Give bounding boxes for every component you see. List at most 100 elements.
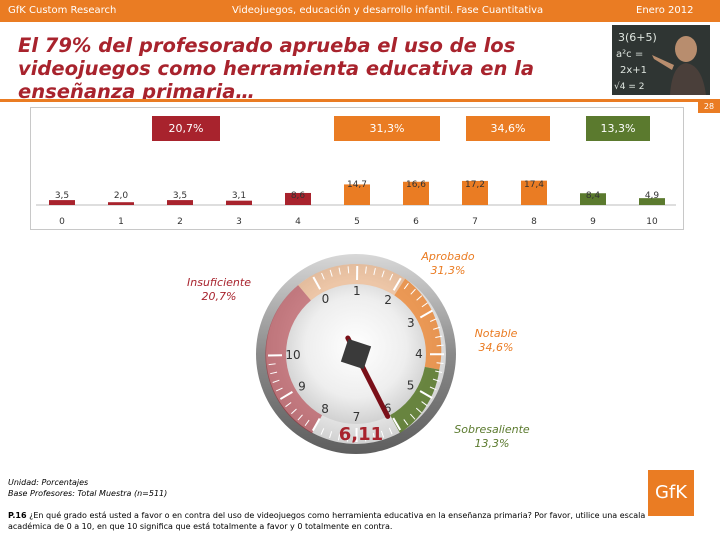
gauge-tick [388, 427, 393, 435]
bar-category-label: 1 [118, 217, 124, 227]
gauge-tick [311, 417, 321, 432]
gauge-tick [338, 267, 341, 275]
bar-0 [49, 200, 75, 205]
gauge-number: 7 [353, 410, 361, 424]
gauge-tick [337, 433, 341, 441]
gauge-tick [436, 362, 444, 364]
question-body: ¿En qué grado está usted a favor o en co… [8, 511, 646, 531]
footnote-unit: Unidad: Porcentajes [8, 478, 89, 487]
chip-insuficiente: 20,7% [152, 116, 220, 141]
svg-text:2x+1: 2x+1 [620, 65, 647, 76]
report-subtitle: Videojuegos, educación y desarrollo infa… [232, 5, 544, 16]
bar-1 [108, 202, 134, 205]
bar-5 [344, 184, 370, 205]
gauge-tick [268, 363, 276, 366]
bar-value-label: 16,6 [406, 180, 426, 190]
bar-category-label: 4 [295, 217, 301, 227]
label-insuficiente: Insuficiente 20,7% [176, 276, 262, 304]
bar-chart: 3,5 0 2,0 1 3,5 2 3,1 3 8,6 4 14,7 5 16,6 6 17,2 7 17,4 8… [36, 180, 676, 227]
bar-value-label: 8,4 [586, 191, 601, 201]
gauge-tick [403, 283, 409, 290]
gauge-tick [415, 407, 422, 414]
question-label: P.16 [8, 511, 27, 520]
bar-category-label: 5 [354, 217, 360, 227]
gauge-tick [321, 272, 325, 280]
gauge-tick [419, 390, 433, 399]
bar-category-label: 9 [590, 217, 596, 227]
svg-text:3(6+5): 3(6+5) [618, 31, 657, 44]
bar-category-label: 0 [59, 217, 65, 227]
gauge-tick [312, 276, 321, 290]
gauge-tick [372, 433, 376, 441]
gauge-tick [347, 266, 350, 274]
bar-value-label: 3,5 [173, 191, 187, 201]
bar-chart-box [30, 107, 684, 230]
svg-text:a²c =: a²c = [616, 49, 643, 60]
gauge-value: 6,11 [338, 424, 384, 445]
bar-category-label: 6 [413, 217, 419, 227]
bar-value-label: 3,1 [232, 191, 246, 201]
gauge-tick [416, 295, 423, 301]
gauge-tick [421, 302, 428, 308]
gauge-tick [419, 309, 434, 319]
bar-value-label: 17,2 [465, 180, 485, 190]
gauge-tick [403, 419, 409, 426]
gauge-tick [421, 401, 428, 407]
gauge-tick [392, 417, 402, 431]
gauge-tick [373, 268, 376, 276]
company-name: GfK Custom Research [8, 5, 117, 16]
gauge-number: 8 [321, 402, 329, 416]
gauge-tick [430, 318, 437, 322]
gauge-needle-hub [340, 338, 372, 370]
gauge-tick [279, 391, 293, 400]
label-aprobado-pct: 31,3% [430, 264, 466, 277]
label-sobresaliente-pct: 13,3% [474, 437, 510, 450]
bar-3 [226, 200, 252, 205]
label-notable: Notable 34,6% [460, 327, 532, 355]
gauge-tick [435, 370, 443, 373]
bar-category-label: 8 [531, 217, 537, 227]
gauge-tick [320, 428, 325, 435]
gauge-tick [429, 386, 437, 391]
report-date: Enero 2012 [636, 5, 694, 16]
gauge-tick [329, 269, 333, 277]
label-insuficiente-text: Insuficiente [187, 276, 251, 289]
gauge-tick [409, 413, 416, 420]
page-title: El 79% del profesorado aprueba el uso de… [18, 34, 535, 103]
gauge-tick [435, 335, 443, 339]
gauge-tick [436, 344, 444, 347]
bar-value-label: 14,7 [347, 180, 367, 190]
gauge-tick [410, 288, 416, 295]
bar-9 [580, 193, 606, 205]
gauge-number: 2 [384, 293, 392, 307]
gauge-tick [364, 434, 367, 442]
label-insuficiente-pct: 20,7% [201, 290, 237, 303]
gauge-number: 3 [407, 316, 415, 330]
bar-4 [285, 192, 311, 205]
bar-category-label: 2 [177, 217, 183, 227]
classroom-photo: 3(6+5) a²c = 2x+1 √4 = 2 [612, 25, 710, 95]
gauge-number: 1 [353, 284, 361, 298]
gauge-tick [329, 431, 333, 439]
label-notable-text: Notable [474, 327, 518, 340]
chip-aprobado: 31,3% [334, 116, 440, 141]
chip-sobresaliente: 13,3% [586, 116, 650, 141]
gauge-tick [297, 414, 303, 421]
gauge-tick [380, 430, 385, 438]
label-sobresaliente: Sobresaliente 13,3% [446, 423, 538, 451]
gauge-tick [304, 419, 310, 427]
bar-value-label: 4,9 [645, 191, 660, 201]
gauge-tick [346, 434, 349, 442]
gauge-tick [291, 408, 297, 415]
gauge-number: 10 [285, 348, 300, 362]
bar-10 [639, 198, 665, 205]
bar-2 [167, 200, 193, 205]
gauge-tick [270, 371, 278, 375]
gauge-tick [272, 379, 280, 383]
label-aprobado-text: Aprobado [421, 250, 475, 263]
gauge-tick [275, 387, 283, 392]
bar-value-label: 8,6 [291, 191, 306, 201]
label-aprobado: Aprobado 31,3% [412, 250, 484, 278]
top-bar: GfK Custom Research Videojuegos, educaci… [0, 0, 720, 22]
